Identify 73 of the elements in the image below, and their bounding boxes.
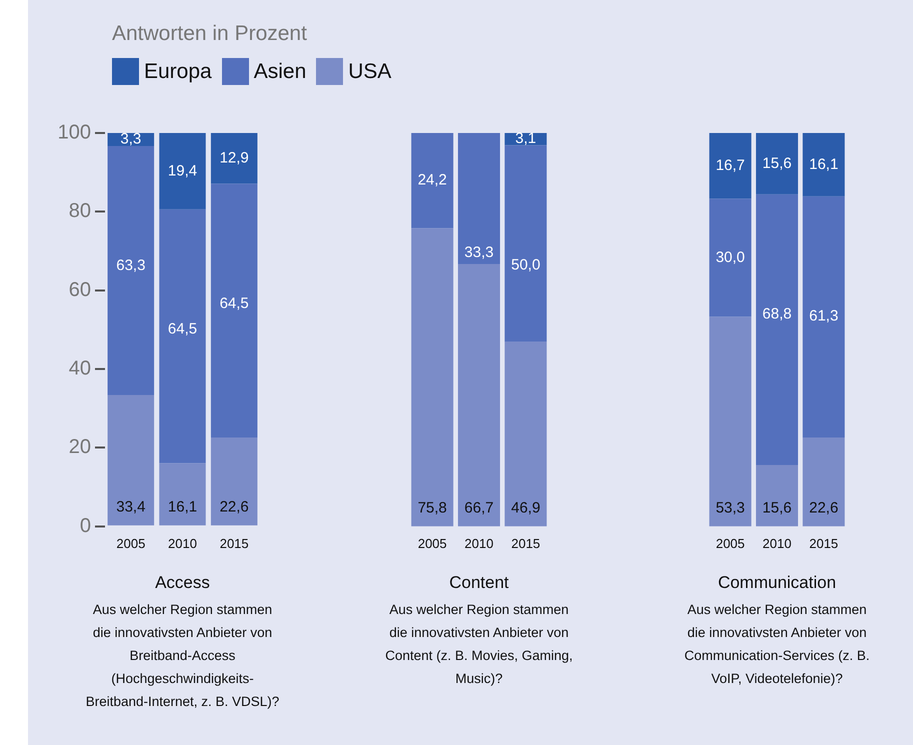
bar <box>709 316 752 526</box>
data-label: 30,0 <box>716 248 745 266</box>
bar <box>458 264 500 526</box>
bar <box>756 465 798 526</box>
bar <box>756 133 798 194</box>
x-tick-label: 2015 <box>511 536 540 551</box>
bar <box>504 145 547 342</box>
bar <box>210 437 258 526</box>
bar <box>756 194 798 466</box>
bar <box>709 198 752 317</box>
data-label: 64,5 <box>220 294 249 312</box>
data-label: 33,4 <box>116 498 146 516</box>
data-label: 22,6 <box>809 500 838 517</box>
x-tick-label: 2010 <box>762 536 792 551</box>
bar <box>108 146 154 396</box>
bar <box>802 133 845 196</box>
bar <box>411 133 454 228</box>
data-label: 19,4 <box>168 162 198 180</box>
data-label: 22,6 <box>220 498 249 516</box>
y-axis-title: Antworten in Prozent <box>112 22 307 46</box>
data-label: 63,3 <box>116 257 146 274</box>
text: Aus welcher Region stammen die innovativsten Anbieter von Breitband-Access (Hochgeschwindigkeits-Breitband-Internet, z. B. VDSL)? <box>84 601 280 711</box>
data-label: 53,3 <box>716 500 745 517</box>
x-tick-label: 2015 <box>809 536 838 551</box>
bar <box>802 196 845 438</box>
bar <box>159 133 206 210</box>
bar <box>159 209 206 464</box>
data-label: 75,8 <box>418 500 447 517</box>
data-label: 46,9 <box>511 500 540 517</box>
x-axis-title: Access <box>154 573 211 593</box>
data-label: 66,7 <box>464 500 494 517</box>
bar <box>504 342 547 526</box>
y-tick-label: 100 <box>58 122 91 144</box>
bar <box>458 133 500 264</box>
data-label: 24,2 <box>418 172 447 189</box>
x-tick-label: 2015 <box>220 536 249 551</box>
y-tick-label: 60 <box>68 278 91 301</box>
y-tick-label: 0 <box>80 514 91 537</box>
bar <box>108 395 154 526</box>
x-tick-label: 2005 <box>418 536 447 551</box>
x-tick-label: 2005 <box>716 536 745 551</box>
data-label: 33,3 <box>464 244 494 262</box>
data-label: 61,3 <box>809 307 838 324</box>
data-label: 12,9 <box>220 150 249 167</box>
y-tick-label: 40 <box>68 358 91 380</box>
bar <box>802 437 845 526</box>
x-axis-title: Communication <box>716 573 838 593</box>
data-label: 16,7 <box>716 156 745 174</box>
bar <box>159 463 206 526</box>
data-label: 3,3 <box>120 130 142 148</box>
legend-label: Europa <box>144 60 212 84</box>
bar <box>210 184 258 438</box>
legend-label: Asien <box>254 60 306 84</box>
bar <box>709 133 752 199</box>
y-tick-label: 20 <box>68 436 91 458</box>
x-axis-title: Content <box>448 573 510 593</box>
data-label: 3,1 <box>515 130 536 148</box>
data-label: 68,8 <box>762 306 792 323</box>
data-label: 16,1 <box>809 156 838 173</box>
x-tick-label: 2010 <box>464 536 494 551</box>
bar <box>210 133 258 184</box>
data-label: 15,6 <box>762 154 792 172</box>
x-tick-label: 2010 <box>168 536 197 551</box>
legend-label: USA <box>348 60 392 84</box>
x-tick-label: 2005 <box>116 536 146 551</box>
data-label: 15,6 <box>762 500 792 517</box>
y-tick-label: 80 <box>68 200 91 222</box>
bar <box>411 228 454 526</box>
data-label: 64,5 <box>168 320 198 338</box>
text: Aus welcher Region stammen die innovativsten Anbieter von Communication-Services (z. B. VoIP, Videotelefonie)? <box>683 601 871 688</box>
data-label: 16,1 <box>168 498 198 516</box>
data-label: 50,0 <box>511 256 540 274</box>
text: Aus welcher Region stammen die innovativsten Anbieter von Content (z. B. Movies, Gaming, Music)? <box>384 601 574 688</box>
